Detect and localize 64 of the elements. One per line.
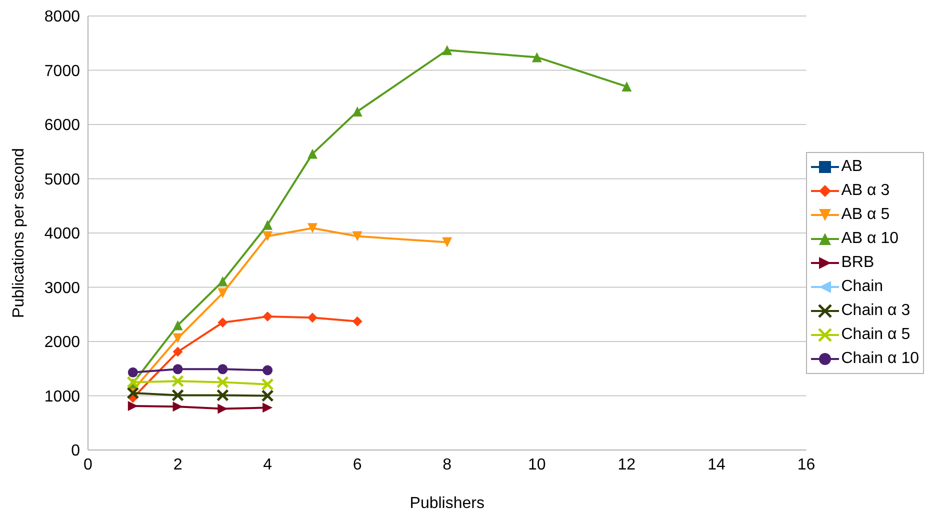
legend-label: Chain α 10 (841, 350, 919, 368)
point (218, 364, 228, 374)
point (172, 388, 184, 402)
point (172, 346, 183, 357)
x-tick-label: 0 (84, 456, 93, 474)
point (262, 365, 273, 376)
point (218, 288, 228, 298)
point (172, 333, 183, 344)
point (172, 402, 183, 412)
point (442, 237, 452, 248)
y-axis-title: Publications per second (10, 148, 28, 318)
point (262, 312, 273, 322)
point (352, 231, 362, 242)
point (532, 52, 542, 62)
y-tick-label: 7000 (44, 62, 80, 80)
point (218, 404, 228, 414)
x-tick-label: 10 (528, 456, 546, 474)
point (442, 45, 452, 56)
y-tick-label: 1000 (44, 388, 80, 406)
point (218, 318, 228, 328)
point (172, 320, 183, 330)
y-tick-label: 3000 (44, 280, 80, 297)
x-axis-title: Publishers (410, 495, 484, 512)
y-tick-label: 0 (71, 442, 80, 460)
legend-label: AB (841, 158, 863, 176)
y-tick-label: 4000 (44, 226, 80, 243)
x-tick-label: 4 (263, 456, 272, 474)
legend-label: Chain α 3 (841, 302, 910, 320)
point (216, 388, 229, 402)
point (622, 82, 632, 92)
x-tick-label: 8 (442, 456, 452, 474)
y-tick-label: 2000 (44, 334, 80, 352)
point (172, 364, 183, 374)
point (126, 376, 140, 388)
point (307, 148, 318, 159)
point (352, 316, 362, 326)
x-tick-label: 6 (352, 456, 362, 474)
x-tick-label: 12 (618, 456, 636, 474)
legend-label: AB α 5 (841, 206, 890, 224)
x-tick-label: 14 (708, 456, 726, 474)
x-tick-label: 16 (797, 456, 816, 474)
point (262, 231, 273, 242)
y-tick-label: 5000 (44, 171, 80, 188)
y-tick-label: 6000 (44, 117, 80, 134)
legend-label: AB α 10 (841, 230, 899, 248)
point (172, 374, 184, 388)
point (307, 312, 318, 323)
point (216, 376, 229, 388)
point (261, 390, 274, 402)
point (307, 223, 318, 234)
point (262, 220, 273, 230)
point (218, 276, 228, 286)
point (126, 386, 140, 400)
point (261, 378, 274, 391)
legend-label: BRB (841, 254, 874, 272)
point (352, 106, 362, 116)
legend-label: Chain (841, 278, 884, 296)
point (128, 401, 138, 412)
point (262, 402, 273, 413)
legend-label: Chain α 5 (841, 326, 910, 344)
legend-label: AB α 3 (841, 182, 890, 200)
point (128, 367, 138, 378)
y-tick-label: 8000 (44, 8, 80, 26)
x-tick-label: 2 (173, 456, 182, 474)
